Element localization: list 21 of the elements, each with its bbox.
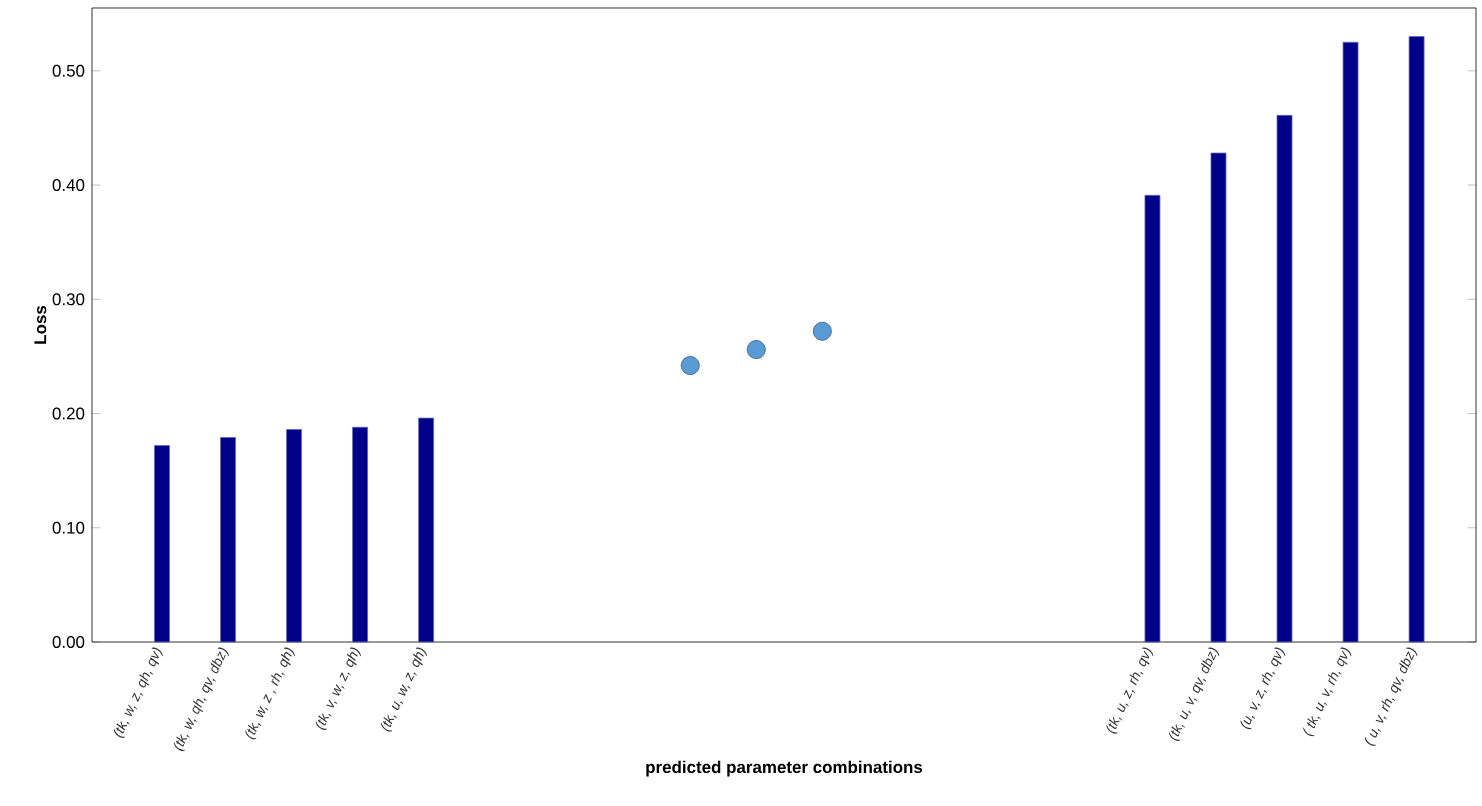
y-tick-label: 0.20 xyxy=(52,407,85,420)
bar xyxy=(418,417,435,643)
y-tick-label: 0.30 xyxy=(52,293,85,306)
bar xyxy=(1342,41,1359,643)
point xyxy=(680,356,700,376)
point xyxy=(746,340,766,360)
bar xyxy=(220,437,236,643)
point xyxy=(812,321,832,341)
bar xyxy=(1144,194,1161,643)
bar xyxy=(154,445,170,643)
y-tick-label: 0.40 xyxy=(52,179,85,192)
bar xyxy=(352,426,368,643)
bar xyxy=(286,429,302,643)
y-tick-label: 0.50 xyxy=(52,64,85,77)
y-tick-label: 0.00 xyxy=(52,636,85,648)
bar xyxy=(1408,36,1425,643)
x-axis-title: predicted parameter combinations xyxy=(646,760,923,777)
y-tick-label: 0.10 xyxy=(52,521,85,534)
bar xyxy=(1210,152,1227,643)
y-axis-title: Loss xyxy=(34,305,47,344)
bar xyxy=(1276,114,1293,643)
